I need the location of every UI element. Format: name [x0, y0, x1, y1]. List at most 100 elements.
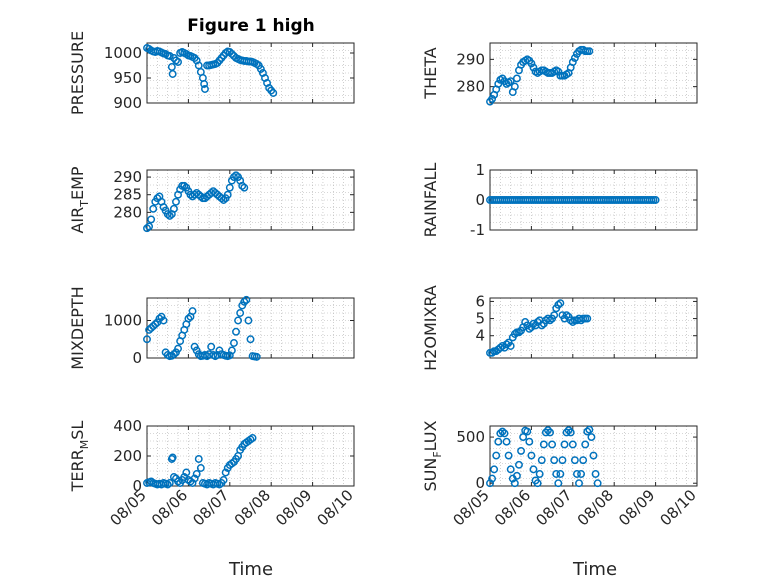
y-tick-label: 1000 [104, 312, 142, 330]
data-point [583, 314, 592, 323]
data-point [504, 451, 513, 460]
data-point [165, 479, 174, 487]
y-tick-label: 0 [132, 349, 142, 367]
data-point [488, 474, 497, 483]
data-point [163, 210, 172, 219]
data-point [225, 48, 234, 56]
y-tick-label: -1 [470, 221, 485, 239]
data-point [515, 328, 523, 337]
data-point [180, 181, 189, 190]
data-point [200, 80, 209, 88]
data-point [188, 479, 197, 487]
y-tick-label: 200 [113, 447, 142, 465]
y-tick-label: 0 [475, 191, 485, 209]
y-axis-label: H2OMIXRA [421, 285, 440, 371]
y-axis-label-rest: LUX [421, 420, 440, 451]
data-point [566, 428, 575, 437]
data-point [502, 437, 511, 446]
data-point [577, 470, 586, 478]
data-point [539, 440, 548, 449]
data-point [174, 344, 183, 353]
x-axis-label-right: Time [572, 559, 617, 580]
data-point [548, 440, 557, 449]
y-tick-label: 290 [113, 168, 142, 186]
data-point [240, 183, 249, 192]
data-point [568, 58, 577, 67]
data-point [201, 85, 209, 93]
data-point [490, 465, 499, 474]
y-axis-label: SUNFLUX [421, 420, 444, 491]
y-axis-label-rest: EMP [68, 166, 87, 200]
data-point [488, 348, 497, 357]
data-point [560, 440, 569, 449]
data-point [502, 340, 511, 349]
data-point [217, 194, 226, 203]
data-point [194, 455, 203, 463]
y-tick-label: 0 [132, 477, 142, 495]
data-point [219, 476, 228, 484]
data-point [546, 316, 554, 325]
data-point [238, 181, 247, 190]
y-axis-label-rest: SL [68, 421, 87, 440]
data-point [546, 428, 554, 437]
data-point [544, 314, 552, 323]
data-point [147, 215, 156, 224]
data-point [579, 456, 588, 465]
data-point [500, 429, 509, 438]
data-point [552, 470, 561, 478]
data-point [269, 89, 278, 97]
data-point [510, 479, 519, 488]
data-point [537, 456, 546, 465]
data-point [535, 470, 544, 478]
y-tick-label: 290 [456, 50, 485, 68]
data-point [149, 204, 158, 213]
data-point [537, 321, 546, 330]
data-point [184, 314, 193, 323]
data-point [517, 446, 525, 455]
data-point [143, 224, 151, 233]
data-point [143, 335, 151, 344]
data-point [172, 197, 180, 206]
y-tick-label: 1 [475, 161, 485, 179]
data-point [591, 470, 600, 478]
y-axis-label-subscript: M [78, 440, 91, 450]
data-point [232, 171, 240, 180]
data-point [570, 456, 579, 465]
axes-box [146, 169, 355, 231]
data-point [585, 425, 594, 434]
data-point [525, 437, 534, 446]
data-point [583, 427, 592, 436]
data-point [593, 479, 602, 488]
data-point [168, 453, 177, 462]
y-tick-label: 285 [113, 186, 142, 204]
data-point [488, 94, 497, 103]
data-point [498, 342, 507, 350]
data-point [554, 67, 563, 76]
y-axis-label: MIXDEPTH [68, 286, 87, 369]
y-tick-label: 950 [113, 69, 142, 87]
data-point [240, 297, 249, 306]
data-point [498, 427, 507, 436]
data-point [529, 465, 538, 474]
data-point [174, 58, 183, 66]
data-point [169, 204, 178, 213]
subplot-6: 456 H2OMIXRA [421, 285, 698, 371]
y-axis-label: AIRTEMP [68, 166, 91, 233]
data-point [232, 327, 240, 336]
data-point [550, 311, 559, 320]
data-point [587, 433, 596, 442]
y-tick-label: 400 [113, 417, 142, 435]
y-axis-label-main: AIR [68, 207, 87, 234]
data-point [192, 470, 201, 478]
data-point [496, 343, 505, 352]
y-tick-label: 280 [113, 203, 142, 221]
axes-box [489, 42, 698, 104]
y-tick-label: 900 [113, 94, 142, 112]
data-point [554, 479, 563, 488]
data-point [512, 74, 521, 83]
data-point [225, 183, 234, 192]
data-point [510, 82, 519, 91]
y-tick-label: 4 [475, 327, 485, 345]
data-point [165, 52, 174, 60]
